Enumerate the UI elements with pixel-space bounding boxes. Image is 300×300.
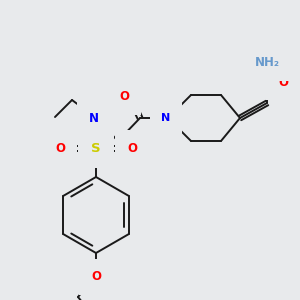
Text: S: S	[91, 142, 101, 154]
Text: NH₂: NH₂	[254, 56, 280, 70]
Text: O: O	[278, 76, 288, 88]
Text: O: O	[119, 91, 129, 103]
Text: N: N	[89, 112, 99, 124]
Text: O: O	[127, 142, 137, 154]
Text: N: N	[161, 113, 171, 123]
Text: O: O	[91, 271, 101, 284]
Text: O: O	[55, 142, 65, 154]
